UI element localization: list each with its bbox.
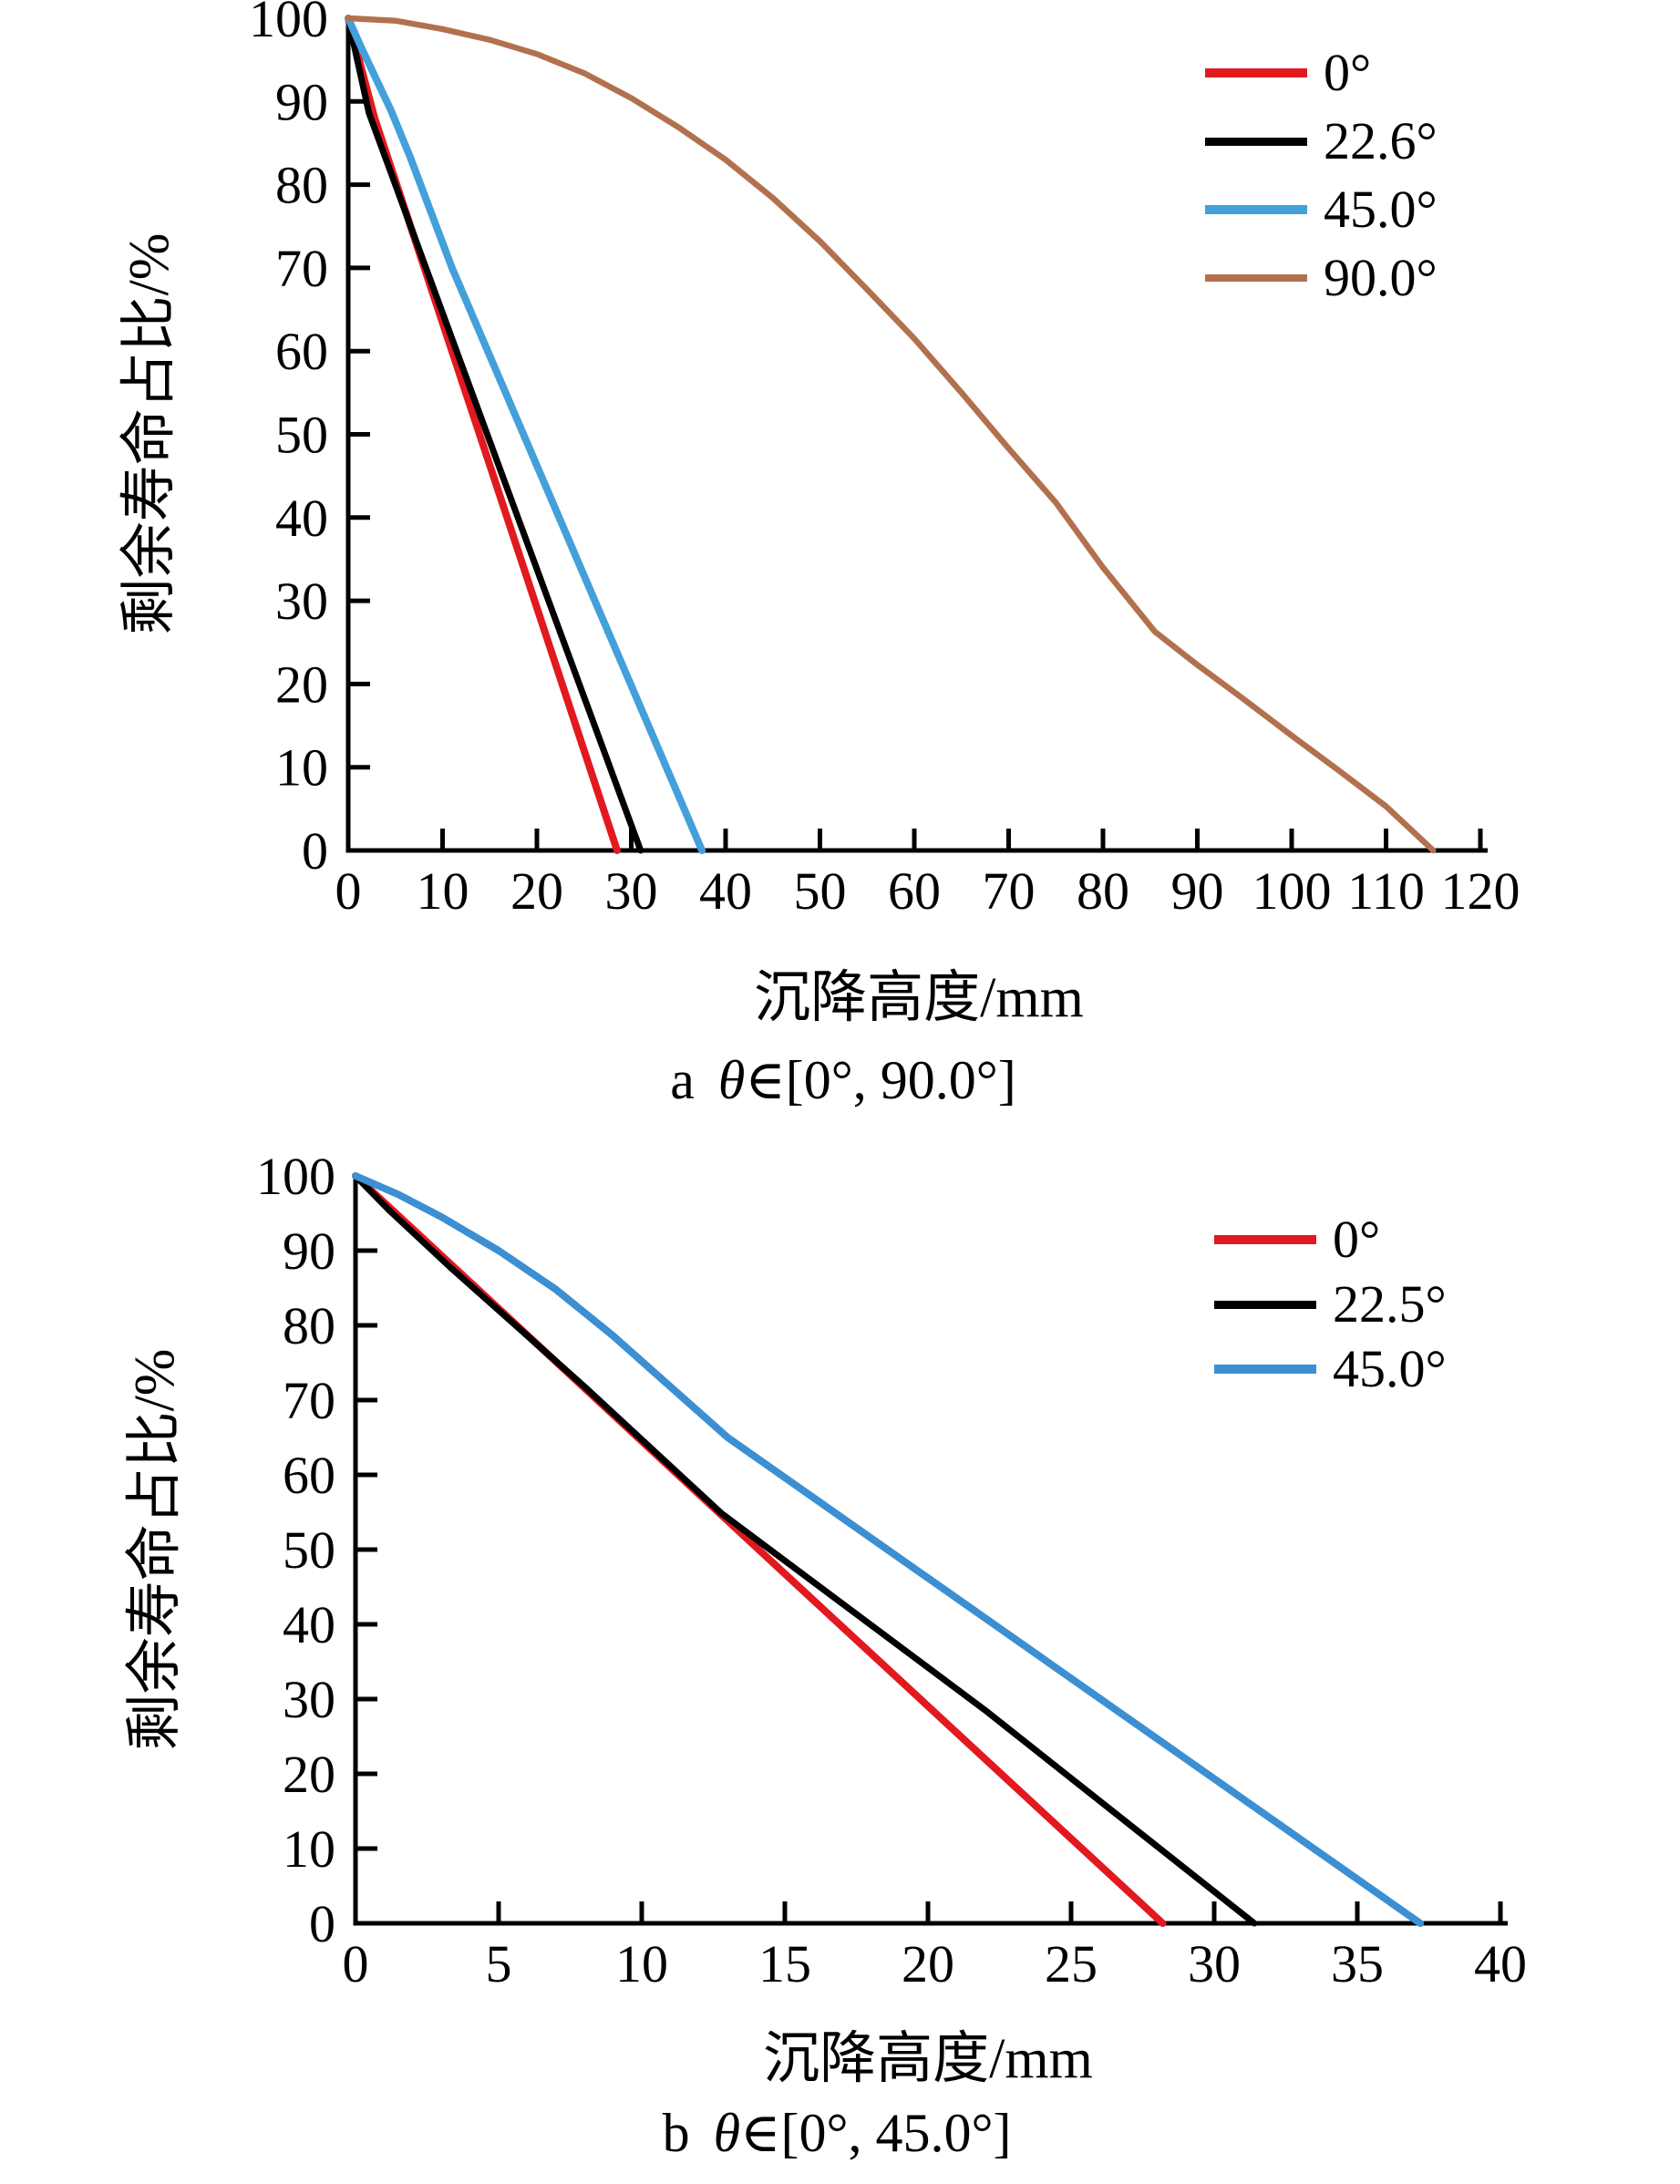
- chart-b-series-22.5deg-line: [352, 1172, 1258, 1927]
- legend-line-swatch: [1205, 68, 1307, 77]
- chart-a-x-tick-label: 80: [1077, 861, 1129, 921]
- legend-line-swatch: [1214, 1365, 1316, 1374]
- chart-b-legend-entry-0deg: 0°: [1214, 1212, 1380, 1267]
- chart-a-legend-entry-45.0deg: 45.0°: [1205, 182, 1438, 237]
- chart-a-y-tick-label: 50: [275, 406, 328, 465]
- chart-a-x-tick-label: 70: [983, 861, 1036, 921]
- legend-line-swatch: [1214, 1235, 1316, 1244]
- chart-a-x-axis-title: 沉降高度/mm: [754, 967, 1084, 1029]
- chart-a-caption-index: a: [670, 1050, 695, 1110]
- chart-a-series-0deg-line: [345, 15, 621, 854]
- legend-label: 45.0°: [1324, 180, 1438, 239]
- chart-b-x-tick-label: 25: [1045, 1934, 1098, 1993]
- chart-a-legend-entry-0deg: 0°: [1205, 46, 1371, 100]
- chart-a-series-90.0deg-line: [345, 15, 1437, 854]
- chart-b-y-tick-label: 60: [283, 1446, 335, 1505]
- chart-b-series-45.0deg-line: [352, 1172, 1425, 1927]
- chart-b-y-tick-label: 40: [283, 1595, 335, 1654]
- legend-line-swatch: [1205, 205, 1307, 214]
- chart-a-x-tick-label: 40: [699, 861, 752, 921]
- chart-a-series-22.6deg-line: [345, 15, 644, 854]
- chart-a-x-tick-label: 90: [1171, 861, 1224, 921]
- chart-b-x-tick-label: 30: [1188, 1934, 1241, 1993]
- chart-b-axes-spines: [353, 1174, 1508, 1926]
- chart-b-caption: b θ∈[0°, 45.0°]: [663, 2101, 1012, 2165]
- chart-a-axes-spines: [345, 18, 1488, 853]
- chart-a-y-tick-label: 80: [275, 156, 328, 215]
- chart-b-legend-entry-22.5deg: 22.5°: [1214, 1277, 1447, 1332]
- chart-a-x-tick-label: 0: [335, 861, 362, 921]
- chart-b-x-tick-label: 35: [1331, 1934, 1384, 1993]
- chart-a-y-tick-label: 20: [275, 654, 328, 714]
- chart-b-x-tick-label: 5: [486, 1934, 512, 1993]
- legend-label: 45.0°: [1333, 1339, 1447, 1398]
- chart-b-caption-range: ∈[0°, 45.0°]: [740, 2103, 1012, 2163]
- chart-b-x-tick-label: 20: [902, 1934, 954, 1993]
- chart-a-y-tick-label: 30: [275, 572, 328, 631]
- legend-label: 90.0°: [1324, 248, 1438, 307]
- chart-b-y-tick-label: 50: [283, 1520, 335, 1580]
- chart-a-legend-entry-90.0deg: 90.0°: [1205, 251, 1438, 305]
- chart-b-legend-entry-45.0deg: 45.0°: [1214, 1342, 1447, 1396]
- legend-label: 22.5°: [1333, 1274, 1447, 1334]
- chart-b-x-tick-label: 10: [615, 1934, 668, 1993]
- legend-line-swatch: [1205, 137, 1307, 146]
- legend-label: 0°: [1324, 43, 1372, 102]
- legend-label: 0°: [1333, 1210, 1381, 1269]
- chart-a-caption-range: ∈[0°, 90.0°]: [745, 1050, 1016, 1110]
- chart-a-caption: a θ∈[0°, 90.0°]: [670, 1048, 1016, 1112]
- chart-a-x-tick-label: 60: [888, 861, 941, 921]
- chart-a-legend-entry-22.6deg: 22.6°: [1205, 114, 1438, 169]
- chart-a-x-tick-label: 50: [794, 861, 847, 921]
- chart-a-x-tick-label: 120: [1441, 861, 1520, 921]
- chart-b-y-tick-label: 0: [309, 1894, 335, 1953]
- chart-b-caption-theta-symbol: θ: [713, 2103, 741, 2163]
- chart-a-x-tick-label: 10: [417, 861, 469, 921]
- chart-a-series-45.0deg-line: [345, 15, 706, 854]
- chart-b-y-axis-title: 剩余寿命占比/%: [124, 1348, 186, 1751]
- chart-b-y-tick-label: 80: [283, 1296, 335, 1355]
- chart-a-x-tick-label: 20: [510, 861, 563, 921]
- chart-b-y-tick-label: 100: [256, 1147, 335, 1206]
- chart-a-y-axis-title: 剩余寿命占比/%: [119, 232, 180, 635]
- chart-b-y-tick-label: 30: [283, 1670, 335, 1729]
- chart-a-x-tick-label: 100: [1252, 861, 1332, 921]
- chart-b-y-tick-label: 10: [283, 1819, 335, 1879]
- legend-label: 22.6°: [1324, 111, 1438, 170]
- chart-b-x-axis-title: 沉降高度/mm: [763, 2028, 1093, 2090]
- chart-b-y-tick-label: 20: [283, 1745, 335, 1804]
- chart-a-y-tick-label: 60: [275, 322, 328, 381]
- chart-b-x-tick-label: 40: [1474, 1934, 1527, 1993]
- chart-b-caption-index: b: [662, 2103, 690, 2163]
- chart-a-y-tick-label: 70: [275, 239, 328, 298]
- chart-b-x-tick-label: 15: [758, 1934, 811, 1993]
- chart-a-y-tick-label: 90: [275, 72, 328, 131]
- chart-a-y-tick-label: 100: [249, 0, 328, 48]
- chart-a-y-tick-label: 0: [302, 821, 328, 881]
- chart-a-caption-theta-symbol: θ: [717, 1050, 746, 1110]
- legend-line-swatch: [1205, 273, 1307, 283]
- chart-b-y-tick-label: 90: [283, 1221, 335, 1281]
- legend-line-swatch: [1214, 1300, 1316, 1309]
- chart-b-x-tick-label: 0: [343, 1934, 369, 1993]
- chart-a-y-tick-label: 10: [275, 738, 328, 798]
- chart-a-x-tick-label: 30: [605, 861, 658, 921]
- chart-a-y-tick-label: 40: [275, 489, 328, 548]
- chart-a-x-tick-label: 110: [1347, 861, 1425, 921]
- chart-b-y-tick-label: 70: [283, 1371, 335, 1430]
